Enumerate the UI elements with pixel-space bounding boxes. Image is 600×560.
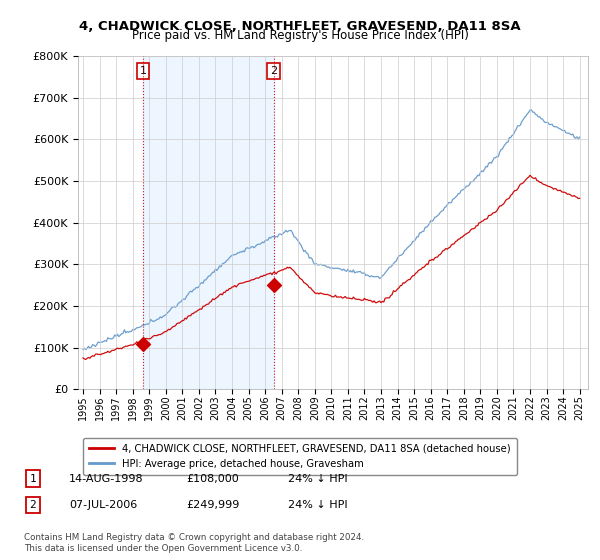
Text: 24% ↓ HPI: 24% ↓ HPI <box>288 474 347 484</box>
Point <box>269 281 278 290</box>
Text: 2: 2 <box>270 66 277 76</box>
Text: £108,000: £108,000 <box>186 474 239 484</box>
Text: 24% ↓ HPI: 24% ↓ HPI <box>288 500 347 510</box>
Text: Price paid vs. HM Land Registry's House Price Index (HPI): Price paid vs. HM Land Registry's House … <box>131 29 469 42</box>
Text: 14-AUG-1998: 14-AUG-1998 <box>69 474 143 484</box>
Text: 1: 1 <box>29 474 37 484</box>
Text: £249,999: £249,999 <box>186 500 239 510</box>
Text: 1: 1 <box>139 66 146 76</box>
Text: 2: 2 <box>29 500 37 510</box>
Text: 4, CHADWICK CLOSE, NORTHFLEET, GRAVESEND, DA11 8SA: 4, CHADWICK CLOSE, NORTHFLEET, GRAVESEND… <box>79 20 521 32</box>
Legend: 4, CHADWICK CLOSE, NORTHFLEET, GRAVESEND, DA11 8SA (detached house), HPI: Averag: 4, CHADWICK CLOSE, NORTHFLEET, GRAVESEND… <box>83 437 517 474</box>
Text: 07-JUL-2006: 07-JUL-2006 <box>69 500 137 510</box>
Bar <box>143 56 274 389</box>
Point <box>138 340 148 349</box>
Text: Contains HM Land Registry data © Crown copyright and database right 2024.
This d: Contains HM Land Registry data © Crown c… <box>24 533 364 553</box>
